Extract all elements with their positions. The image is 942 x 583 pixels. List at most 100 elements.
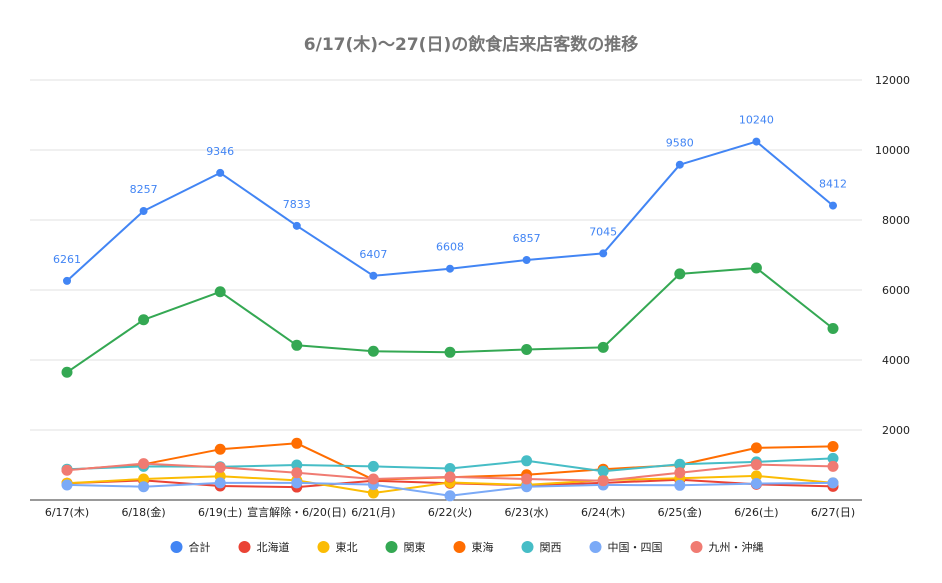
data-point: [521, 481, 533, 493]
legend: 合計 北海道 東北 関東 東海 関西 中国・四国 九州・沖縄: [170, 540, 764, 554]
y-tick-label: 4000: [882, 354, 910, 367]
legend-item: 九州・沖縄: [690, 540, 764, 554]
data-point: [752, 137, 761, 146]
legend-marker: [453, 541, 466, 553]
data-point: [214, 477, 226, 489]
legend-label: 関東: [404, 541, 426, 554]
data-point: [446, 264, 454, 273]
data-point: [291, 437, 303, 449]
data-point: [292, 221, 301, 230]
legend-marker: [521, 541, 534, 553]
legend-label: 東北: [336, 541, 358, 554]
data-point: [214, 443, 226, 455]
data-point: [444, 471, 456, 483]
legend-marker: [385, 541, 398, 553]
legend-marker: [238, 541, 251, 553]
x-tick-label: 6/23(水): [504, 506, 548, 519]
data-point: [827, 440, 839, 452]
data-label: 6608: [436, 241, 464, 254]
data-point: [61, 366, 73, 378]
x-tick-label: 宣言解除・6/20(日): [247, 505, 346, 519]
data-point: [597, 341, 609, 353]
legend-item: 東海: [453, 540, 494, 554]
legend-label: 九州・沖縄: [709, 540, 764, 554]
legend-marker: [317, 541, 330, 553]
x-tick-label: 6/19(土): [198, 506, 242, 519]
data-point: [674, 268, 686, 280]
legend-item: 中国・四国: [589, 541, 663, 554]
data-labels: 6261 8257 9346 7833 6407 6608 6857 7045 9580 1024…: [53, 114, 847, 266]
series-8: [61, 458, 839, 487]
data-point: [367, 473, 379, 485]
data-point: [829, 201, 837, 210]
y-tick-label: 8000: [882, 214, 910, 227]
data-label: 7833: [283, 198, 311, 211]
data-point: [139, 207, 148, 216]
series-line: [66, 140, 834, 282]
data-point: [444, 346, 456, 358]
data-point: [750, 442, 762, 454]
data-point: [750, 478, 762, 490]
data-point: [599, 249, 608, 258]
legend-label: 関西: [540, 541, 562, 554]
data-point: [521, 455, 533, 467]
legend-item: 関東: [385, 541, 426, 554]
x-tick-label: 6/25(金): [658, 505, 702, 519]
data-point: [138, 314, 150, 326]
legend-label: 中国・四国: [608, 541, 663, 554]
data-point: [827, 477, 839, 489]
y-tick-label: 12000: [875, 74, 910, 87]
legend-label: 合計: [189, 540, 211, 554]
data-point: [675, 160, 684, 169]
x-tick-label: 6/24(木): [581, 506, 625, 519]
series-lines: [61, 137, 839, 502]
data-point: [291, 477, 303, 489]
x-tick-label: 6/18(金): [121, 505, 165, 519]
data-point: [367, 345, 379, 357]
data-point: [674, 458, 686, 470]
legend-marker: [589, 541, 602, 553]
x-tick-label: 6/26(土): [734, 506, 778, 519]
legend-item: 関西: [521, 541, 562, 554]
data-point: [61, 479, 73, 491]
data-point: [216, 168, 225, 177]
data-point: [750, 262, 762, 274]
data-point: [367, 460, 379, 472]
data-label: 10240: [739, 114, 774, 127]
data-point: [750, 470, 762, 482]
data-label: 6857: [513, 232, 541, 245]
series-4: [61, 262, 839, 378]
data-point: [750, 459, 762, 471]
gridlines: [30, 79, 862, 501]
legend-marker: [170, 541, 183, 553]
data-point: [674, 479, 686, 491]
data-point: [369, 271, 378, 280]
data-point: [63, 276, 71, 285]
legend-item: 北海道: [238, 540, 290, 554]
data-point: [291, 459, 303, 471]
data-point: [61, 464, 73, 476]
data-point: [291, 339, 303, 351]
data-label: 6261: [53, 253, 81, 266]
x-tick-label: 6/22(火): [428, 506, 472, 519]
legend-item: 東北: [317, 541, 358, 554]
x-tick-label: 6/21(月): [351, 506, 395, 519]
x-tick-label: 6/17(木): [45, 506, 89, 519]
x-axis-ticks: 6/17(木) 6/18(金) 6/19(土) 宣言解除・6/20(日) 6/21(月)…: [45, 505, 855, 519]
y-tick-label: 2000: [882, 424, 910, 437]
data-point: [827, 323, 839, 334]
data-label: 9580: [666, 137, 694, 150]
x-tick-label: 6/27(日): [811, 506, 855, 519]
legend-label: 東海: [472, 540, 494, 554]
data-label: 9346: [206, 145, 234, 158]
data-label: 8412: [819, 178, 847, 191]
data-point: [214, 461, 226, 473]
data-point: [138, 458, 150, 470]
data-point: [827, 452, 839, 464]
data-point: [521, 344, 533, 355]
data-point: [444, 463, 456, 474]
chart-title: 6/17(木)〜27(日)の飲食店来店客数の推移: [304, 34, 638, 55]
y-tick-label: 6000: [882, 284, 910, 297]
